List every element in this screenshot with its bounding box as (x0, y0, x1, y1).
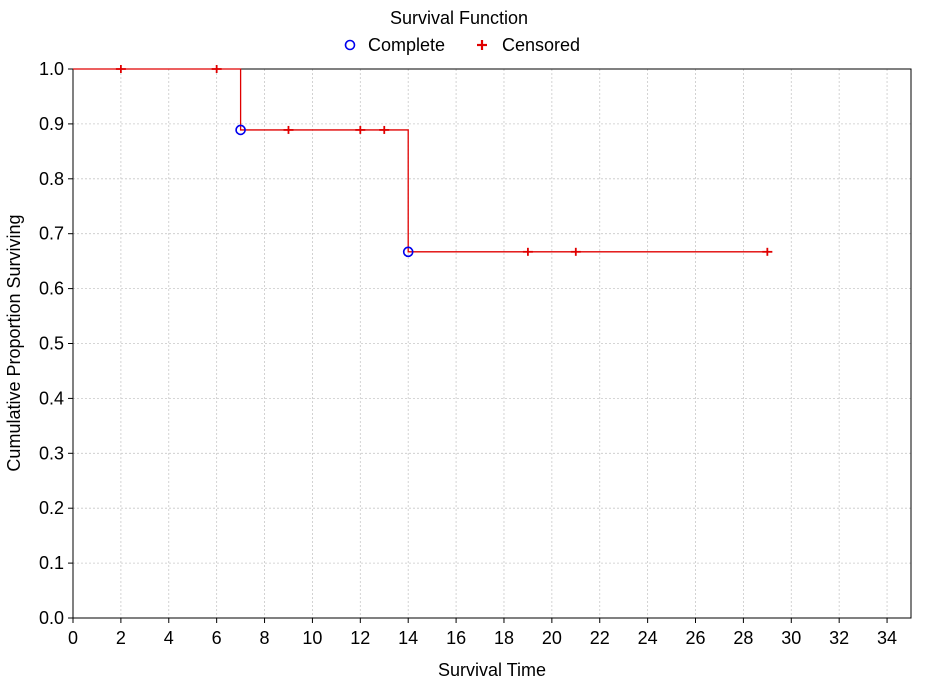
x-tick-label: 16 (446, 628, 466, 648)
censored-point (379, 125, 390, 134)
censored-point (283, 125, 294, 134)
y-tick-label: 0.0 (39, 608, 64, 628)
x-tick-label: 2 (116, 628, 126, 648)
y-tick-label: 0.7 (39, 224, 64, 244)
chart-title: Survival Function (390, 8, 528, 28)
legend: Complete Censored (344, 35, 580, 55)
censored-point (570, 247, 581, 256)
legend-censored-label: Censored (502, 35, 580, 55)
x-tick-label: 30 (781, 628, 801, 648)
x-tick-label: 4 (164, 628, 174, 648)
x-tick-label: 8 (260, 628, 270, 648)
y-tick-label: 0.9 (39, 114, 64, 134)
x-tick-label: 12 (350, 628, 370, 648)
x-tick-label: 24 (638, 628, 658, 648)
x-tick-label: 14 (398, 628, 418, 648)
survival-step-line (73, 68, 768, 253)
legend-complete-marker-icon (344, 39, 356, 51)
x-tick-label: 6 (212, 628, 222, 648)
legend-censored-marker-icon (477, 40, 487, 50)
y-tick-label: 0.5 (39, 334, 64, 354)
x-tick-label: 20 (542, 628, 562, 648)
y-tick-label: 1.0 (39, 59, 64, 79)
censored-point (355, 125, 366, 134)
x-tick-label: 32 (829, 628, 849, 648)
x-tick-label: 26 (685, 628, 705, 648)
y-tick-label: 0.8 (39, 169, 64, 189)
grid-lines (73, 69, 911, 618)
x-tick-label: 28 (733, 628, 753, 648)
axis-ticks: 0 2 4 6 8 10 12 14 16 18 20 22 24 26 28 30 32 340.00.10.2… (39, 59, 897, 648)
x-axis-label: Survival Time (438, 660, 546, 680)
censored-point (522, 247, 533, 256)
censored-point (211, 65, 222, 73)
y-tick-label: 0.3 (39, 443, 64, 463)
y-tick-label: 0.2 (39, 498, 64, 518)
x-tick-label: 18 (494, 628, 514, 648)
y-axis-label: Cumulative Proportion Surviving (4, 214, 24, 471)
x-tick-label: 10 (302, 628, 322, 648)
x-tick-label: 0 (68, 628, 78, 648)
y-tick-label: 0.1 (39, 553, 64, 573)
complete-point (402, 246, 414, 258)
y-tick-label: 0.6 (39, 279, 64, 299)
y-tick-label: 0.4 (39, 388, 64, 408)
legend-complete-label: Complete (368, 35, 445, 55)
x-tick-label: 22 (590, 628, 610, 648)
censored-point (115, 65, 126, 73)
complete-point (235, 124, 246, 136)
chart-marks (73, 65, 773, 258)
censored-point (762, 247, 773, 256)
x-tick-label: 34 (877, 628, 897, 648)
